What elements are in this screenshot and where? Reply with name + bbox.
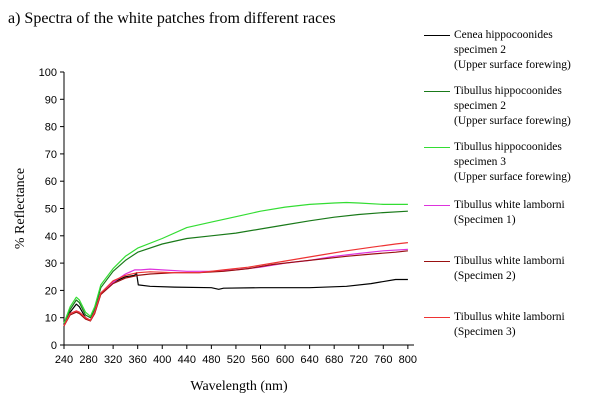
legend-label: Tibullus white lamborni (Specimen 1): [454, 199, 565, 226]
y-tick-label: 40: [45, 231, 57, 243]
legend-label: Tibullus white lamborni (Specimen 3): [454, 311, 565, 338]
x-tick-label: 520: [227, 354, 245, 366]
x-tick-label: 280: [79, 354, 97, 366]
y-tick-label: 10: [45, 313, 57, 325]
series-line-5: [63, 250, 408, 327]
legend-swatch: [424, 91, 450, 92]
x-tick-label: 760: [374, 354, 392, 366]
x-tick-label: 400: [153, 354, 171, 366]
x-tick-label: 680: [325, 354, 343, 366]
series-line-2: [63, 210, 408, 327]
y-tick-label: 100: [39, 67, 57, 79]
y-axis-title: % Reflectance: [13, 168, 28, 249]
x-tick-label: 480: [202, 354, 220, 366]
y-tick-label: 60: [45, 176, 57, 188]
series-line-6: [63, 242, 408, 327]
legend-swatch: [424, 205, 450, 206]
series-line-3: [63, 201, 408, 324]
legend-label: Tibullus hippocoonides specimen 3 (Upper s…: [454, 141, 571, 183]
y-tick-label: 0: [51, 340, 57, 352]
series-group: [63, 201, 408, 327]
x-tick-label: 440: [178, 354, 196, 366]
legend-label: Tibullus white lamborni (Specimen 2): [454, 255, 565, 282]
series-line-1: [63, 272, 408, 327]
y-tick-label: 30: [45, 258, 57, 270]
y-tick-label: 90: [45, 94, 57, 106]
x-axis-title: Wavelength (nm): [190, 379, 288, 394]
legend-swatch: [424, 147, 450, 148]
y-tick-label: 20: [45, 285, 57, 297]
legend-swatch: [424, 35, 450, 36]
legend-label: Tibullus hippocoonides specimen 2 (Upper s…: [454, 85, 571, 127]
chart-title: a) Spectra of the white patches from dif…: [8, 10, 336, 27]
x-tick-label: 800: [399, 354, 417, 366]
axes: 0 10 20 30 40 50 60 70 80 90 100 240 280 320 360 400 440…: [13, 67, 417, 394]
x-tick-label: 320: [104, 354, 122, 366]
x-tick-label: 360: [129, 354, 147, 366]
y-tick-label: 80: [45, 122, 57, 134]
x-tick-label: 240: [55, 354, 73, 366]
legend-label: Cenea hippocoonides specimen 2 (Upper surf…: [454, 29, 571, 71]
y-tick-label: 50: [45, 204, 57, 216]
x-tick-label: 600: [276, 354, 294, 366]
x-tick-label: 720: [350, 354, 368, 366]
legend-swatch: [424, 261, 450, 262]
legend-swatch: [424, 317, 450, 318]
y-tick-label: 70: [45, 149, 57, 161]
x-tick-label: 560: [251, 354, 269, 366]
x-tick-label: 640: [300, 354, 318, 366]
